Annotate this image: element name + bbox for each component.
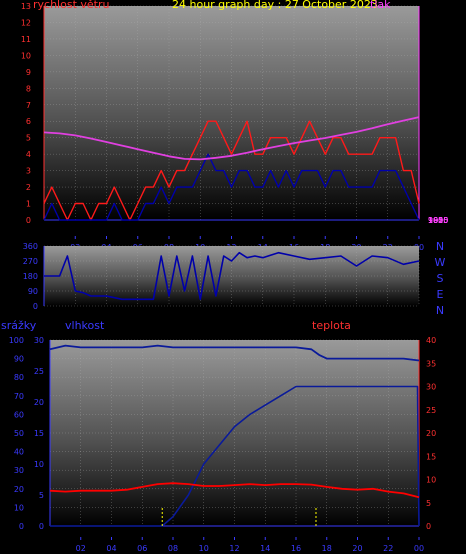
wind-ytick-label: 1	[26, 200, 31, 209]
temperature-line	[49, 482, 420, 499]
rain-panel-xtick-label: 18	[322, 544, 332, 553]
rain-series-label: srážky	[1, 319, 37, 332]
wind-direction-line	[44, 251, 420, 301]
compass-label: N	[436, 304, 444, 317]
rain-panel-xtick-label: 22	[383, 544, 393, 553]
pressure-ytick-label: 1015	[428, 216, 448, 225]
pressure-ytick-label: 1010	[428, 216, 448, 225]
rain-ytick-label: 0	[39, 522, 44, 531]
pressure-line	[43, 116, 420, 161]
pressure-ytick-label: 995	[428, 216, 443, 225]
temperature-ytick-label: 30	[426, 383, 436, 392]
wind-ytick-label: 7	[26, 101, 31, 110]
direction-ytick-label: 270	[23, 257, 38, 266]
rain-ytick-label: 25	[34, 367, 44, 376]
wind-ytick-label: 8	[26, 84, 31, 93]
rain-ytick-label: 15	[34, 429, 44, 438]
direction-ytick-label: 90	[28, 287, 38, 296]
rain-ytick-label: 5	[39, 491, 44, 500]
humidity-ytick-label: 50	[14, 429, 24, 438]
compass-label: S	[437, 272, 444, 285]
wind-ytick-label: 5	[26, 134, 31, 143]
pressure-ytick-label: 1020	[428, 216, 448, 225]
rain-panel-xtick-label: 06	[137, 544, 147, 553]
humidity-ytick-label: 60	[14, 410, 24, 419]
rain-panel-xtick-label: 20	[352, 544, 362, 553]
rain-cumulative-line	[50, 385, 420, 527]
pressure-ytick-label: 1000	[428, 216, 448, 225]
pressure-ytick-label: 990	[428, 216, 443, 225]
rain-panel-xtick-label: 10	[199, 544, 209, 553]
wind-ytick-label: 9	[26, 68, 31, 77]
wind-ytick-label: 13	[21, 2, 31, 11]
pressure-ytick-label: 980	[428, 216, 443, 225]
humidity-ytick-label: 100	[9, 336, 24, 345]
wind-ytick-label: 11	[21, 35, 31, 44]
pressure-series-label: tlak	[370, 0, 391, 11]
rain-panel-xtick-label: 04	[106, 544, 116, 553]
wind-ytick-label: 4	[26, 150, 31, 159]
rain-panel-xtick-label: 14	[260, 544, 270, 553]
rain-panel-xtick-label: 08	[168, 544, 178, 553]
direction-ytick-label: 180	[23, 272, 38, 281]
temperature-ytick-label: 25	[426, 406, 436, 415]
wind-ytick-label: 0	[26, 216, 31, 225]
compass-label: W	[435, 256, 446, 269]
wind-ytick-label: 12	[21, 18, 31, 27]
wind-speed-line	[43, 120, 420, 221]
humidity-ytick-label: 30	[14, 466, 24, 475]
rain-ytick-label: 30	[34, 336, 44, 345]
compass-label: E	[437, 288, 444, 301]
humidity-ytick-label: 40	[14, 448, 24, 457]
rain-ytick-label: 20	[34, 398, 44, 407]
wind-ytick-label: 2	[26, 183, 31, 192]
rain-ytick-label: 10	[34, 460, 44, 469]
wind-ytick-label: 10	[21, 51, 31, 60]
direction-ytick-label: 0	[33, 302, 38, 311]
temperature-ytick-label: 5	[426, 499, 431, 508]
humidity-ytick-label: 80	[14, 373, 24, 382]
humidity-series-label: vlhkost	[65, 319, 105, 332]
temperature-ytick-label: 0	[426, 522, 431, 531]
temperature-series-label: teplota	[312, 319, 351, 332]
rain-panel-xtick-label: 02	[76, 544, 86, 553]
wind-panel-background	[44, 6, 419, 220]
rain-panel-xtick-label: 12	[229, 544, 239, 553]
humidity-ytick-label: 70	[14, 392, 24, 401]
pressure-ytick-label: 1005	[428, 216, 448, 225]
wind-ytick-label: 6	[26, 117, 31, 126]
direction-ytick-label: 360	[23, 242, 38, 251]
temperature-ytick-label: 15	[426, 452, 436, 461]
humidity-line	[49, 344, 420, 362]
pressure-ytick-label: 985	[428, 216, 443, 225]
rain-panel-xtick-label: 00	[414, 544, 424, 553]
humidity-ytick-label: 20	[14, 485, 24, 494]
humidity-ytick-label: 90	[14, 355, 24, 364]
compass-label: N	[436, 240, 444, 253]
wind-average-line	[43, 153, 420, 221]
wind-ytick-label: 3	[26, 167, 31, 176]
rain-panel-xtick-label: 16	[291, 544, 301, 553]
wind-series-label: rychlost větru	[33, 0, 110, 11]
temperature-ytick-label: 40	[426, 336, 436, 345]
temperature-ytick-label: 20	[426, 429, 436, 438]
temperature-ytick-label: 35	[426, 359, 436, 368]
chart-title: 24 hour graph day : 27 October 2023	[172, 0, 378, 11]
humidity-ytick-label: 10	[14, 503, 24, 512]
temperature-ytick-label: 10	[426, 476, 436, 485]
humidity-ytick-label: 0	[19, 522, 24, 531]
